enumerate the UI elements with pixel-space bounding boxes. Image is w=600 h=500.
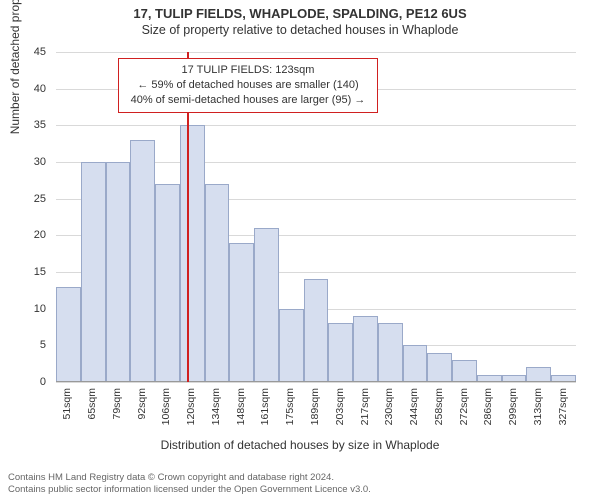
x-tick: 258sqm <box>433 388 445 425</box>
x-tick: 65sqm <box>86 388 98 420</box>
y-tick: 5 <box>40 339 46 351</box>
x-tick: 217sqm <box>359 388 371 425</box>
x-tick: 272sqm <box>458 388 470 425</box>
bar <box>328 323 353 382</box>
annotation-line-2: ← 59% of detached houses are smaller (14… <box>127 78 369 93</box>
y-tick-labels: 051015202530354045 <box>0 52 50 382</box>
grid-line <box>56 382 576 383</box>
x-tick: 51sqm <box>61 388 73 420</box>
x-tick: 230sqm <box>383 388 395 425</box>
bar <box>81 162 106 382</box>
bar <box>155 184 180 382</box>
x-tick: 120sqm <box>185 388 197 425</box>
x-tick: 161sqm <box>259 388 271 425</box>
x-tick: 175sqm <box>284 388 296 425</box>
bar <box>180 125 205 382</box>
x-tick: 327sqm <box>557 388 569 425</box>
bar <box>130 140 155 382</box>
bar <box>427 353 452 382</box>
x-tick-labels: 51sqm 65sqm 79sqm 92sqm 106sqm 120sqm 134sqm 14… <box>56 384 576 444</box>
x-tick: 244sqm <box>408 388 420 425</box>
bar <box>452 360 477 382</box>
bar <box>403 345 428 382</box>
bar <box>353 316 378 382</box>
y-tick: 40 <box>34 83 46 95</box>
x-tick: 134sqm <box>210 388 222 425</box>
annotation-line-1: 17 TULIP FIELDS: 123sqm <box>127 63 369 78</box>
bar <box>304 279 329 382</box>
annotation-box: 17 TULIP FIELDS: 123sqm ← 59% of detache… <box>118 58 378 113</box>
page-subtitle: Size of property relative to detached ho… <box>0 23 600 37</box>
bar <box>229 243 254 382</box>
bar <box>526 367 551 382</box>
y-tick: 0 <box>40 376 46 388</box>
x-tick: 203sqm <box>334 388 346 425</box>
y-tick: 15 <box>34 266 46 278</box>
page-title: 17, TULIP FIELDS, WHAPLODE, SPALDING, PE… <box>0 0 600 21</box>
x-baseline <box>56 381 576 382</box>
x-tick: 79sqm <box>111 388 123 420</box>
y-tick: 30 <box>34 156 46 168</box>
x-tick: 148sqm <box>235 388 247 425</box>
y-tick: 35 <box>34 119 46 131</box>
x-tick: 286sqm <box>482 388 494 425</box>
bar <box>106 162 131 382</box>
y-tick: 10 <box>34 303 46 315</box>
bar <box>254 228 279 382</box>
x-tick: 299sqm <box>507 388 519 425</box>
footer-attribution: Contains HM Land Registry data © Crown c… <box>8 472 592 496</box>
x-tick: 189sqm <box>309 388 321 425</box>
y-tick: 45 <box>34 46 46 58</box>
x-tick: 106sqm <box>160 388 172 425</box>
bar <box>56 287 81 382</box>
bar <box>378 323 403 382</box>
bar <box>279 309 304 382</box>
x-axis-label: Distribution of detached houses by size … <box>0 438 600 452</box>
x-tick: 313sqm <box>532 388 544 425</box>
annotation-line-3: 40% of semi-detached houses are larger (… <box>127 93 369 108</box>
bar <box>205 184 230 382</box>
footer-line-2: Contains public sector information licen… <box>8 484 592 496</box>
x-tick: 92sqm <box>136 388 148 420</box>
y-tick: 20 <box>34 229 46 241</box>
footer-line-1: Contains HM Land Registry data © Crown c… <box>8 472 592 484</box>
chart-plot-area: 17 TULIP FIELDS: 123sqm ← 59% of detache… <box>56 52 576 382</box>
y-tick: 25 <box>34 193 46 205</box>
